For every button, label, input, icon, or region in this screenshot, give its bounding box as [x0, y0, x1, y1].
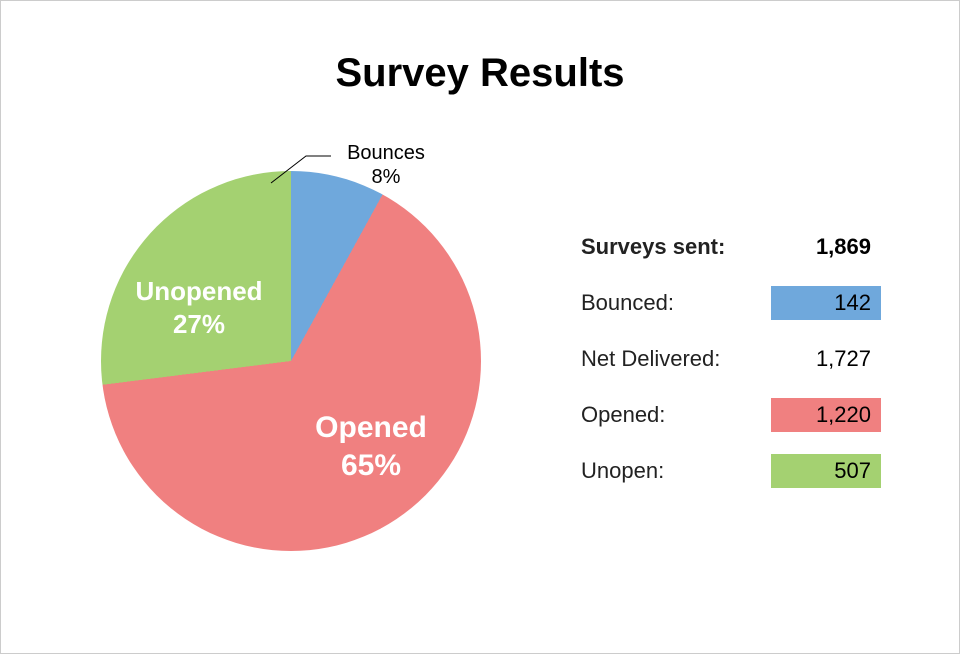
stat-value: 1,220	[771, 398, 881, 432]
stat-value: 507	[771, 454, 881, 488]
pie-body	[101, 171, 481, 551]
stat-value: 1,727	[771, 342, 881, 376]
stat-label: Surveys sent:	[581, 234, 771, 260]
stat-label: Bounced:	[581, 290, 771, 316]
stat-row: Net Delivered:1,727	[581, 343, 921, 375]
slice-label-unopened: Unopened 27%	[119, 275, 279, 340]
stat-row: Opened:1,220	[581, 399, 921, 431]
stat-label: Net Delivered:	[581, 346, 771, 372]
opened-line2: 65%	[341, 449, 401, 482]
stat-row: Surveys sent:1,869	[581, 231, 921, 263]
slice-label-opened: Opened 65%	[291, 409, 451, 484]
opened-line1: Opened	[315, 411, 427, 444]
unopened-line1: Unopened	[135, 276, 262, 306]
stats-table: Surveys sent:1,869Bounced:142Net Deliver…	[581, 231, 921, 511]
unopened-line2: 27%	[173, 309, 225, 339]
callout-bounces: Bounces 8%	[331, 141, 441, 189]
callout-bounces-pct: 8%	[372, 166, 401, 188]
pie-chart: Unopened 27% Opened 65%	[101, 171, 481, 551]
callout-bounces-label: Bounces	[347, 142, 425, 164]
stat-row: Unopen:507	[581, 455, 921, 487]
chart-title: Survey Results	[1, 51, 959, 96]
stat-value: 1,869	[771, 230, 881, 264]
stat-row: Bounced:142	[581, 287, 921, 319]
stat-label: Opened:	[581, 402, 771, 428]
stat-label: Unopen:	[581, 458, 771, 484]
stat-value: 142	[771, 286, 881, 320]
